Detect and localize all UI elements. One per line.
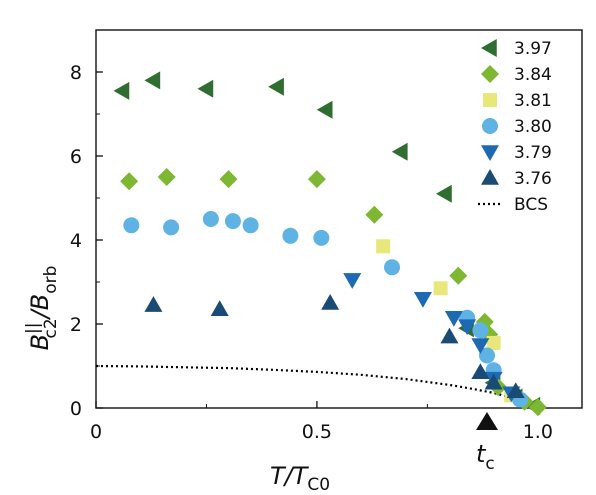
point-3.84 xyxy=(528,398,547,417)
axis-labels: B||c2/Borb T/TC0 tc xyxy=(23,266,499,495)
point-3.76 xyxy=(440,327,459,344)
point-3.80 xyxy=(202,211,219,227)
plot-border xyxy=(95,29,583,409)
tc-marker xyxy=(476,412,499,430)
y-tick-label: 2 xyxy=(70,314,82,336)
legend-swatch-3.79 xyxy=(481,145,499,161)
point-3.84 xyxy=(449,266,468,285)
data-points xyxy=(113,71,547,417)
y-axis-title-slash: /B xyxy=(26,294,54,321)
y-axis-title-sup: || xyxy=(23,322,43,333)
point-3.81 xyxy=(486,335,501,350)
y-axis-title-base: B xyxy=(26,334,54,350)
legend-swatch-3.84 xyxy=(481,65,499,83)
point-3.79 xyxy=(444,310,463,327)
point-3.81 xyxy=(433,281,448,296)
point-3.79 xyxy=(343,273,362,289)
tc-annotation: tc xyxy=(476,412,499,474)
legend-label-3.81: 3.81 xyxy=(514,91,552,111)
bcs-curve-group xyxy=(95,364,539,409)
y-axis-title-sub: c2 xyxy=(41,318,61,338)
plot-frame xyxy=(95,29,583,409)
bcs-curve xyxy=(95,364,539,409)
legend-label-BCS: BCS xyxy=(514,195,548,215)
legend-label-3.97: 3.97 xyxy=(514,39,552,59)
point-3.81 xyxy=(376,239,391,254)
legend-label-3.76: 3.76 xyxy=(514,169,552,189)
point-3.76 xyxy=(321,294,340,310)
point-3.76 xyxy=(210,300,229,317)
x-axis-title-sub: C0 xyxy=(307,475,330,495)
point-3.76 xyxy=(506,382,525,398)
tc-label-main: t xyxy=(476,440,487,468)
point-3.79 xyxy=(458,319,477,336)
point-3.97 xyxy=(144,71,161,90)
legend-swatch-3.97 xyxy=(481,39,497,57)
y-tick-label: 4 xyxy=(70,230,82,252)
point-3.80 xyxy=(282,227,299,244)
legend-label-3.80: 3.80 xyxy=(514,117,552,137)
point-3.84 xyxy=(157,168,176,186)
legend-label-3.84: 3.84 xyxy=(514,65,552,85)
point-3.76 xyxy=(144,296,163,312)
point-3.97 xyxy=(197,79,214,98)
y-axis-title: B||c2/Borb xyxy=(23,266,61,351)
axis-ticks: 0 0.5 1.0 0 2 4 6 8 xyxy=(70,62,553,443)
point-3.84 xyxy=(307,170,326,189)
x-tick-label: 0.5 xyxy=(302,421,332,443)
y-tick-label: 6 xyxy=(70,146,82,168)
point-3.80 xyxy=(123,217,140,234)
point-3.80 xyxy=(224,213,241,230)
point-3.80 xyxy=(384,259,401,276)
legend-swatch-3.80 xyxy=(482,118,498,134)
y-tick-label: 8 xyxy=(70,62,82,84)
x-tick-label: 0 xyxy=(90,421,102,443)
point-3.97 xyxy=(436,184,452,203)
legend-swatch-3.81 xyxy=(483,93,497,107)
y-axis-title-sub2: orb xyxy=(41,266,61,294)
point-3.97 xyxy=(316,100,333,119)
point-3.84 xyxy=(365,205,384,224)
point-3.80 xyxy=(163,219,180,236)
point-3.84 xyxy=(219,170,238,189)
point-3.97 xyxy=(113,81,130,100)
legend: 3.97 3.84 3.81 3.80 3.79 3.76 BCS xyxy=(478,39,552,215)
point-3.80 xyxy=(472,322,489,339)
legend-swatch-3.76 xyxy=(481,169,499,185)
legend-label-3.79: 3.79 xyxy=(514,143,552,163)
point-3.80 xyxy=(479,347,496,364)
x-axis-title-main: T/T xyxy=(270,462,310,490)
point-3.80 xyxy=(242,217,259,234)
point-3.84 xyxy=(120,172,139,191)
series-3.76 xyxy=(144,294,525,398)
point-3.76 xyxy=(484,373,503,390)
tc-label: tc xyxy=(476,440,495,474)
tc-label-sub: c xyxy=(485,454,494,474)
point-3.79 xyxy=(413,292,432,308)
y-tick-label: 0 xyxy=(70,398,82,420)
point-3.97 xyxy=(391,142,408,161)
point-3.79 xyxy=(471,338,490,354)
point-3.76 xyxy=(471,363,490,380)
x-axis-title: T/TC0 xyxy=(270,462,330,495)
x-tick-label: 1.0 xyxy=(523,421,553,443)
point-3.80 xyxy=(313,229,330,246)
point-3.97 xyxy=(268,77,284,96)
